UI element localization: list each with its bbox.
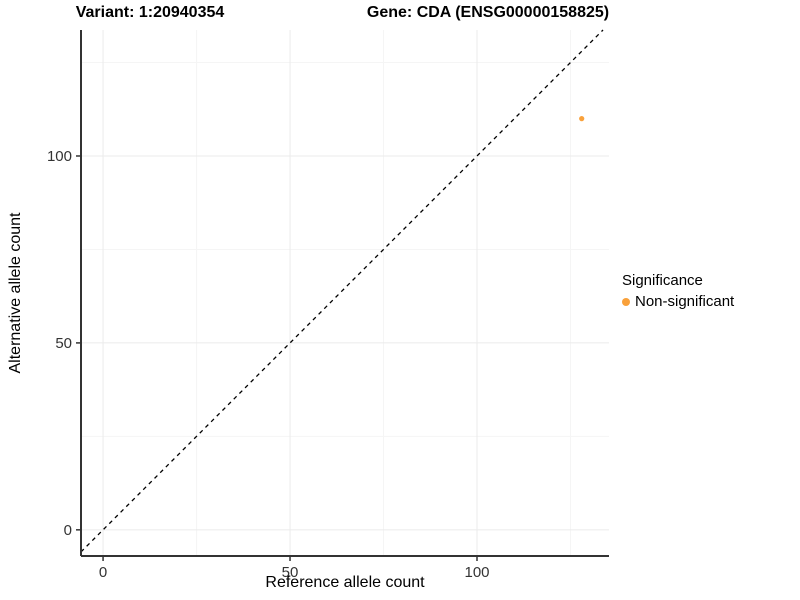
legend-title: Significance <box>622 272 703 289</box>
x-axis-title: Reference allele count <box>265 574 425 591</box>
legend-point-icon <box>622 297 630 306</box>
y-tick-label: 0 <box>64 522 72 539</box>
x-tick-label: 100 <box>464 564 489 581</box>
legend-item: Non-significant <box>622 292 734 311</box>
x-tick-label: 50 <box>282 564 299 581</box>
y-tick-label: 50 <box>55 335 72 352</box>
legend: Significance Non-significant <box>622 271 734 311</box>
x-tick-label: 0 <box>99 564 107 581</box>
data-point <box>579 116 585 122</box>
variant-title: Variant: 1:20940354 <box>75 4 225 21</box>
legend-item-label: Non-significant <box>635 293 735 310</box>
identity-line <box>80 29 604 553</box>
gene-title: Gene: CDA (ENSG00000158825) <box>366 4 610 21</box>
y-tick-label: 100 <box>47 148 72 165</box>
